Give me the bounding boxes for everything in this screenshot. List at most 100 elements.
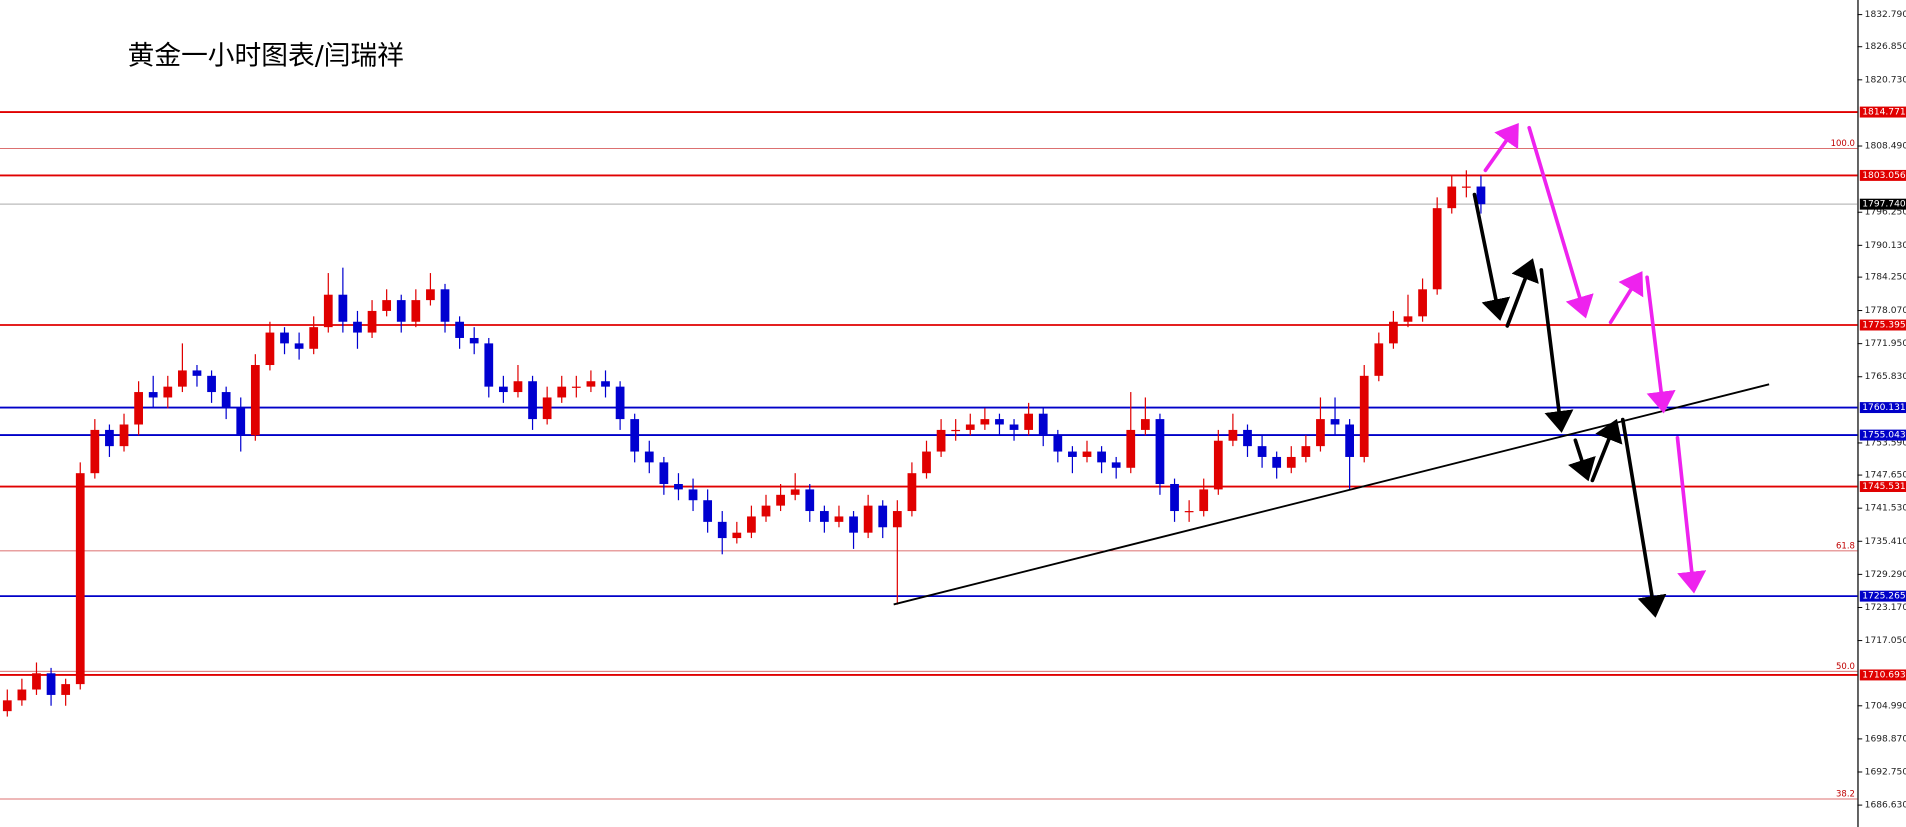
candle-body (396, 300, 406, 322)
candle-body (601, 381, 610, 387)
candle-body (1330, 419, 1340, 425)
y-tick-label: 1784.250 (1865, 273, 1906, 283)
candle-body (469, 337, 479, 344)
candle-body (1272, 456, 1282, 468)
candle-body (484, 343, 494, 387)
fib-label: 100.0 (1831, 139, 1855, 149)
magenta-arrows (1483, 122, 1707, 594)
candle-body (1257, 446, 1267, 457)
candle-body (615, 386, 625, 420)
candle-body (571, 386, 581, 388)
fib-label: 38.2 (1836, 790, 1855, 800)
candle-body (892, 511, 902, 528)
candle-body (1316, 419, 1325, 447)
candle-body (455, 321, 464, 338)
level-box (1859, 106, 1906, 118)
candle-body (1432, 208, 1442, 290)
black-arrows (1472, 192, 1667, 618)
candle-body (951, 429, 961, 432)
candle-body (250, 365, 260, 436)
level-label: 1760.131 (1862, 403, 1905, 413)
level-label: 1797.740 (1862, 200, 1906, 210)
y-tick-label: 1686.630 (1865, 801, 1906, 811)
level-box (1859, 402, 1906, 414)
candle-body (426, 289, 435, 301)
y-tick-label: 1820.730 (1865, 75, 1906, 85)
arrow (1590, 418, 1623, 483)
candle-body (1359, 375, 1369, 457)
arrow (1483, 122, 1519, 173)
candle-body (834, 516, 844, 522)
fib-label: 61.8 (1836, 541, 1855, 551)
arrow (1567, 438, 1596, 482)
candle-body (294, 343, 304, 349)
candle-body (805, 489, 815, 512)
candle-body (1053, 435, 1063, 452)
candle-body (980, 419, 990, 425)
candle-body (732, 532, 742, 539)
candle-body (1097, 451, 1106, 463)
forecast-arrows (1472, 122, 1707, 618)
y-tick-label: 1796.250 (1865, 208, 1906, 218)
candle-body (659, 462, 669, 484)
candle-body (382, 300, 392, 311)
plot-area: 100.0 61.8 50.0 38.2 1832.790 1826.850 1820.73… (0, 10, 1906, 811)
arrow (1505, 258, 1539, 328)
candle-body (192, 370, 202, 376)
candle-body (1461, 186, 1471, 188)
candle-body (1389, 321, 1398, 344)
y-tick-label: 1717.050 (1865, 636, 1906, 646)
candle-body (1286, 456, 1296, 468)
candle-body (17, 689, 27, 701)
candle-body (309, 327, 319, 349)
candle-body (1199, 489, 1209, 512)
candle-body (819, 511, 829, 522)
y-tick-label: 1778.070 (1865, 306, 1906, 316)
candle-body (221, 392, 231, 409)
candle-body (542, 397, 552, 420)
level-box (1859, 198, 1906, 210)
y-tick-label: 1771.950 (1865, 339, 1906, 349)
candle-body (1038, 413, 1048, 436)
arrow (1608, 271, 1644, 325)
candle-body (688, 489, 698, 501)
candle-body (440, 289, 450, 322)
candle-body (747, 516, 756, 533)
candle-body (586, 381, 596, 387)
level-label: 1775.395 (1862, 321, 1905, 331)
candle-body (498, 386, 508, 393)
y-tick-label: 1729.290 (1865, 570, 1906, 580)
candle-body (907, 473, 917, 512)
candle-body (703, 500, 713, 522)
arrow (1675, 435, 1707, 594)
y-tick-label: 1765.830 (1865, 372, 1906, 382)
candle-body (1476, 186, 1486, 205)
candle-body (790, 489, 800, 495)
candle-body (1243, 429, 1252, 447)
level-label: 1814.771 (1862, 108, 1905, 118)
candle-body (32, 673, 41, 690)
level-box (1859, 169, 1906, 181)
candle-body (1228, 429, 1238, 441)
candle-body (965, 424, 975, 430)
level-label: 1710.693 (1862, 670, 1906, 680)
candle-body (1009, 424, 1019, 430)
candle-body (1301, 446, 1311, 457)
candle-body (528, 381, 537, 420)
candle-body (1374, 343, 1384, 376)
candle-body (148, 392, 158, 398)
y-tick-label: 1741.530 (1865, 504, 1906, 514)
candle-body (776, 494, 785, 506)
candle-body (936, 429, 946, 452)
level-box (1859, 429, 1906, 441)
candle-body (644, 451, 654, 463)
y-tick-label: 1826.850 (1865, 42, 1906, 52)
candle-body (1082, 451, 1092, 457)
arrow (1620, 417, 1667, 618)
candle-body (630, 419, 640, 452)
level-box (1859, 319, 1906, 331)
level-box (1859, 481, 1906, 493)
chart-title: 黄金一小时图表/闫瑞祥 (128, 40, 404, 71)
